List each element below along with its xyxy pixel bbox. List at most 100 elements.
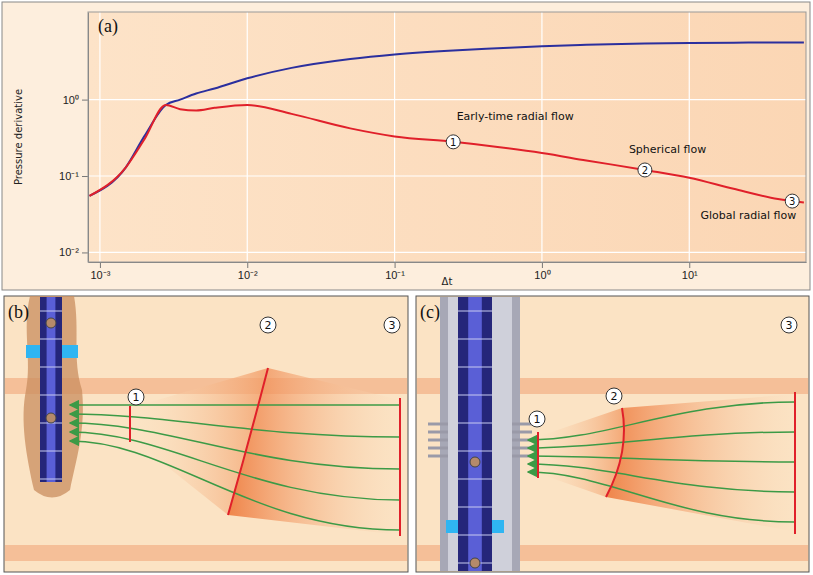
grid-line-y [88, 99, 806, 100]
series-line [90, 42, 804, 195]
grid [88, 12, 806, 262]
annotation-text: Global radial flow [700, 209, 796, 222]
y-tick-mark [82, 252, 88, 253]
casing [440, 297, 520, 571]
lines [90, 42, 804, 202]
pipe-joint [458, 395, 492, 396]
figure: 10⁻³10⁻²10⁻¹10⁰10¹10⁻²10⁻¹10⁰ΔtPressure … [0, 0, 813, 575]
pipe [40, 297, 62, 482]
front-line [537, 432, 539, 478]
flow-line [70, 423, 400, 469]
pipe-joint [458, 479, 492, 480]
perforation [428, 439, 448, 442]
mud-invasion [24, 296, 83, 498]
grid-line-x [541, 12, 542, 262]
perforation [428, 455, 448, 458]
pipe-joint [458, 535, 492, 536]
marker-circle [384, 317, 400, 333]
flow-line [70, 414, 400, 437]
pipe-joint [458, 339, 492, 340]
x-tick-label: 10⁻² [238, 269, 258, 281]
x-tick-label: 10¹ [682, 269, 698, 281]
pipe-highlight [468, 297, 482, 571]
y-tick: 10⁻¹ [59, 170, 88, 182]
flow-line [528, 464, 795, 492]
packer [62, 345, 78, 358]
perforation [428, 431, 448, 434]
x-tick-mark [689, 262, 690, 268]
marker-circle [781, 317, 797, 333]
x-tick-label: 10⁻³ [90, 269, 110, 281]
grid-line-y [88, 252, 806, 253]
flow-line [70, 441, 400, 530]
x-tick-mark [542, 262, 543, 268]
pipe-joint [40, 339, 62, 340]
front-line [606, 408, 624, 497]
flow-line [528, 472, 795, 522]
y-tick: 10⁻² [59, 246, 88, 258]
grid-line-x [247, 12, 248, 262]
pipe-joint [40, 451, 62, 452]
panel-label: (a) [98, 16, 118, 37]
flow-line [528, 432, 795, 448]
annotation-number: 1 [450, 137, 456, 148]
packer [492, 520, 504, 533]
series-line [90, 105, 804, 203]
marker-circle [529, 411, 545, 427]
pipe-joint [458, 451, 492, 452]
packer [26, 345, 40, 358]
y-tick-label: 10⁰ [63, 94, 79, 106]
probe [46, 318, 56, 328]
packer [446, 520, 458, 533]
marker-number: 2 [611, 390, 618, 403]
y-tick-label: 10⁻¹ [59, 170, 79, 182]
annotation-number: 3 [789, 196, 795, 207]
flow-region [540, 408, 624, 497]
flow-line [528, 402, 795, 440]
pipe-joint [40, 395, 62, 396]
pipe-joint [458, 423, 492, 424]
perforation [428, 423, 448, 426]
annotations: 1Early-time radial flow2Spherical flow3G… [446, 110, 799, 222]
layer [5, 545, 407, 561]
annotation-marker [446, 135, 460, 149]
flow-line [528, 456, 795, 462]
y-tick: 10⁰ [63, 94, 88, 106]
marker-circle [606, 388, 622, 404]
marker-number: 1 [534, 413, 541, 426]
y-axis-title: Pressure derivative [13, 89, 24, 185]
marker-number: 3 [786, 319, 793, 332]
annotation-text: Early-time radial flow [457, 110, 574, 123]
panel-background [416, 296, 809, 572]
perforation [428, 447, 448, 450]
x-tick-mark [247, 262, 248, 268]
y-axis: 10⁻² 10⁻¹ 10⁰ [59, 13, 88, 263]
x-tick-label: 10⁰ [534, 269, 550, 281]
pipe [458, 297, 492, 571]
marker-number: 1 [133, 391, 140, 404]
x-tick-mark [395, 262, 396, 268]
annotation-number: 2 [642, 165, 648, 176]
flow-line [70, 404, 400, 406]
diagram-panel: 123(b) [4, 296, 408, 572]
plot-frame [88, 12, 806, 262]
front-line [399, 398, 401, 536]
x-tick: 10⁻² [238, 262, 258, 281]
panel-a-background [2, 2, 810, 290]
plot-area [88, 12, 806, 262]
marker-circle [260, 317, 276, 333]
front-line [794, 392, 796, 534]
perforation [512, 431, 532, 434]
probe [46, 413, 56, 423]
x-tick-label: 10⁻¹ [385, 269, 405, 281]
annotation-marker [638, 163, 652, 177]
flow-region [140, 368, 268, 515]
pipe-joint [458, 507, 492, 508]
pipe-joint [458, 367, 492, 368]
pipe-joint [40, 311, 62, 312]
panel-label: (b) [8, 302, 29, 323]
y-tick-label: 10⁻² [59, 246, 79, 258]
panel-label: (c) [420, 302, 440, 323]
x-tick: 10⁰ [534, 262, 550, 281]
probe [470, 558, 480, 568]
